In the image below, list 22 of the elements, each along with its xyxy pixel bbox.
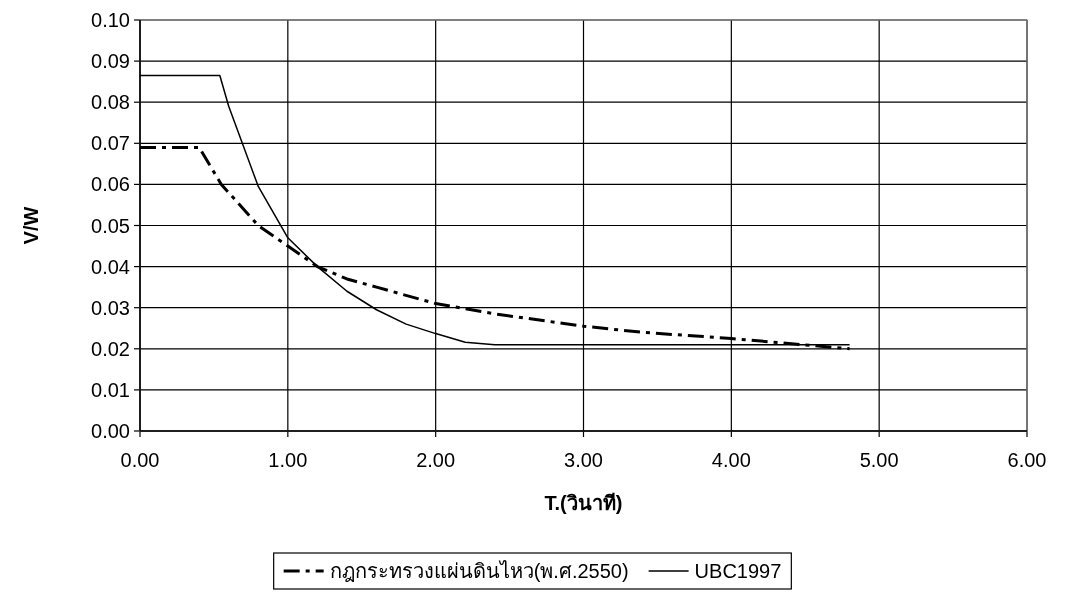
y-tick-label: 0.08: [91, 91, 130, 114]
y-tick-label: 0.01: [91, 378, 130, 401]
y-tick-label: 0.06: [91, 173, 130, 196]
x-tick-label: 0.00: [120, 449, 160, 471]
x-axis-title: T.(วินาที): [544, 492, 623, 514]
y-tick-label: 0.04: [91, 255, 130, 278]
x-tick-label: 4.00: [711, 449, 751, 471]
x-tick-label: 6.00: [1007, 449, 1047, 471]
y-tick-label: 0.05: [91, 214, 130, 237]
legend-label: กฎกระทรวงแผ่นดินไหว(พ.ศ.2550): [329, 560, 629, 582]
y-axis-title: V/W: [20, 206, 42, 245]
y-tick-label: 0.10: [91, 9, 130, 31]
y-tick-label: 0.02: [91, 337, 130, 360]
legend-label: UBC1997: [694, 560, 782, 582]
x-tick-label: 3.00: [564, 449, 603, 471]
x-tick-label: 1.00: [268, 449, 308, 471]
x-tick-label: 2.00: [416, 449, 456, 471]
y-tick-label: 0.07: [91, 132, 130, 155]
y-tick-label: 0.00: [91, 420, 130, 442]
y-tick-label: 0.03: [91, 296, 130, 319]
x-tick-label: 5.00: [859, 449, 899, 471]
y-tick-label: 0.09: [91, 50, 130, 73]
